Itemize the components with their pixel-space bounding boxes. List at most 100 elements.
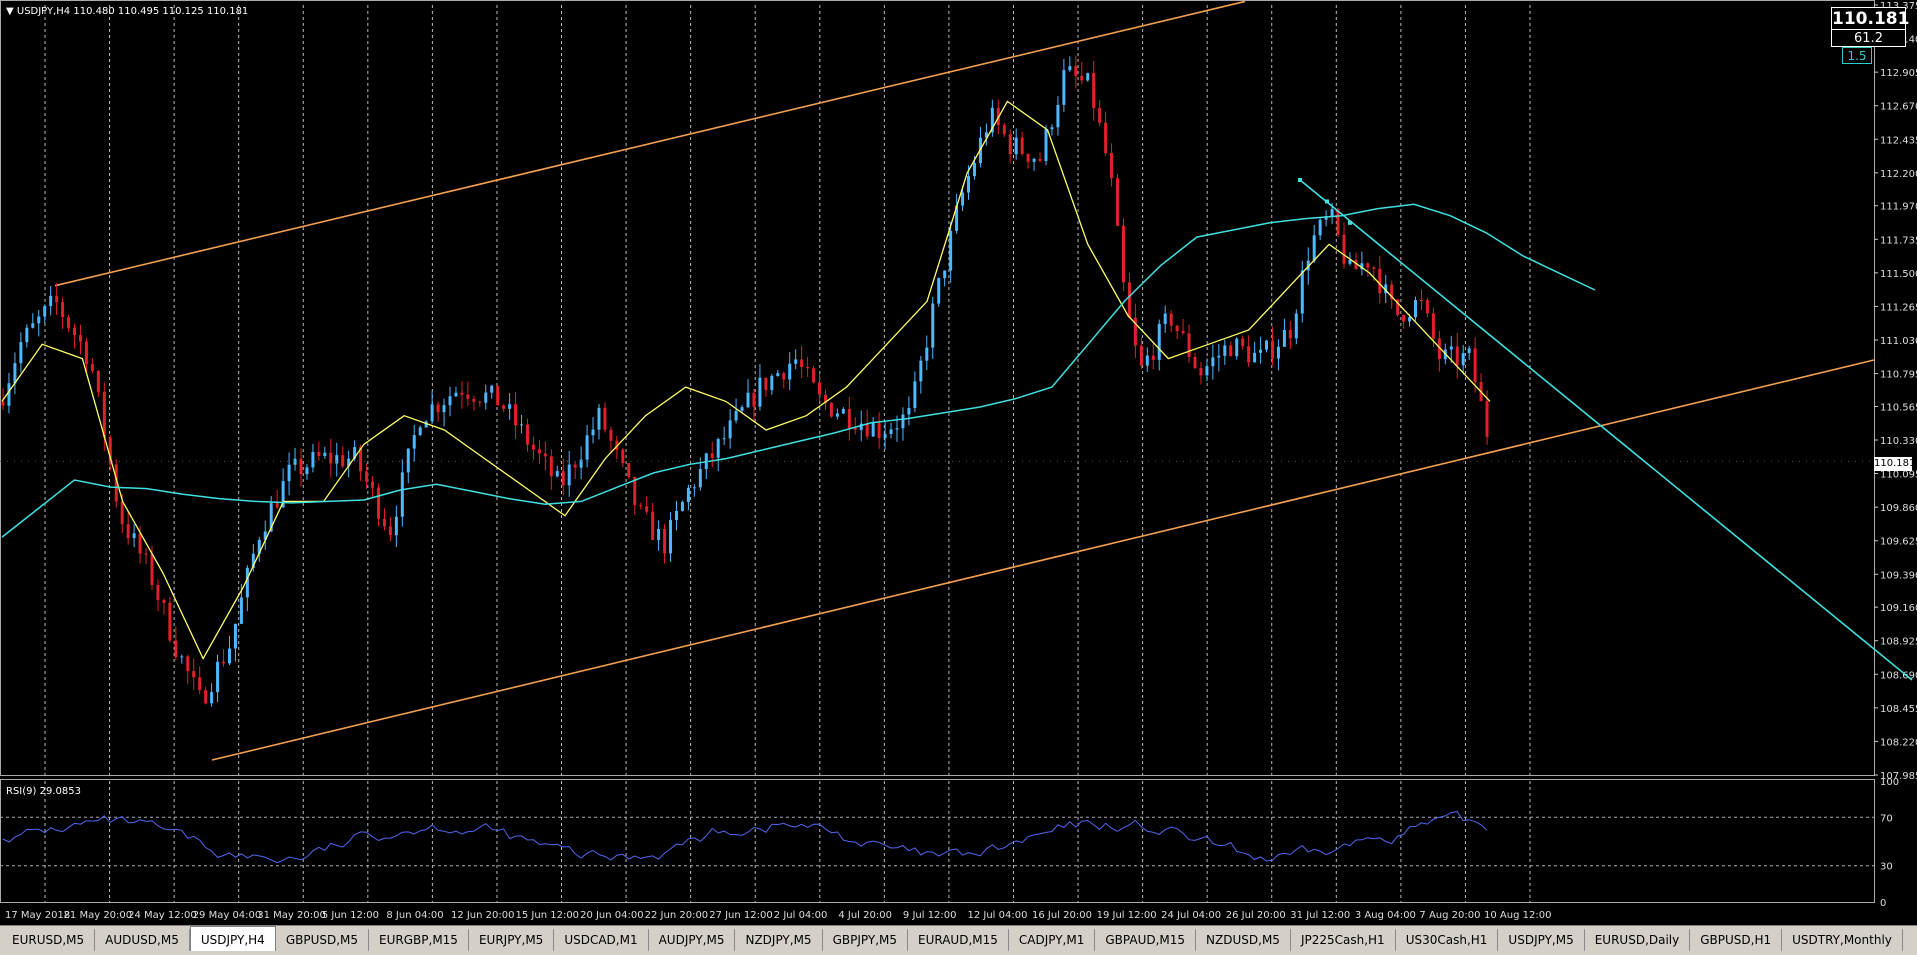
candle-body [818,382,822,395]
candle-body [549,456,553,477]
y-axis-label: 111.970 [1880,202,1917,213]
candle-body [770,375,774,391]
spread-box: 61.2 [1831,29,1906,47]
candle-body [567,464,571,486]
chart-tab[interactable]: AUDJPY,M5 [649,929,736,951]
candle-body [669,519,673,554]
candle-body [67,317,71,328]
candle-body [1431,313,1435,339]
symbol-info-text: ▼ USDJPY,H4 110.480 110.495 110.125 110.… [6,6,248,17]
candle-body [1241,338,1245,347]
candle-body [1217,355,1221,358]
candle-body [1360,263,1364,270]
chart-tab[interactable]: NZDJPY,M5 [735,929,823,951]
candle-body [812,368,816,383]
chart-tab[interactable]: EURGBP,M15 [369,929,469,951]
x-axis-label: 27 Jun 12:00 [709,910,773,921]
rsi-level-label: 30 [1880,862,1893,873]
candle-body [448,396,452,406]
x-axis-label: 3 Aug 04:00 [1355,910,1416,921]
candle-body [96,370,100,392]
chart-tab[interactable]: GBPUSD,H1 [1690,929,1783,951]
candle-body [430,404,434,422]
candle-body [1390,284,1394,300]
candle-body [25,327,29,343]
candle-body [1366,263,1370,268]
candle-body [347,458,351,467]
candle-body [716,439,720,458]
candle-body [1229,345,1233,357]
candle-body [1133,317,1137,346]
candle-body [871,423,875,437]
candle-body [1449,346,1453,350]
candle-body [210,692,214,704]
candle-body [949,230,953,271]
chart-tab[interactable]: JP225Cash,H1 [1291,929,1396,951]
candle-body [990,107,994,133]
candle-body [591,429,595,436]
chart-tab[interactable]: USDJPY,M5 [1498,929,1585,951]
candle-body [156,584,160,600]
main-plot-frame [0,0,1875,776]
candle-body [663,528,667,554]
candle-body [73,327,77,336]
candle-body [1342,234,1346,264]
candle-body [1,401,5,406]
chart-tab[interactable]: NZDUSD,M5 [1196,929,1291,951]
chart-tab-bar: EURUSD,M5 AUDUSD,M5 USDJPY,H4 GBPUSD,M5 EURG… [0,925,1917,955]
candle-body [967,176,971,193]
chart-tab[interactable]: EURAUD,M15 [908,929,1009,951]
candle-body [1294,313,1298,339]
candle-body [353,447,357,459]
candle-body [1104,122,1108,154]
candle-body [1068,66,1072,71]
descending-trendline [1299,179,1913,681]
candle-body [764,377,768,391]
candle-body [955,205,959,231]
chart-tab[interactable]: EURUSD,Daily [1585,929,1691,951]
candle-body [61,302,65,318]
candle-body [907,408,911,415]
candle-body [245,567,249,598]
chart-tab[interactable]: US30Cash,H1 [1396,929,1499,951]
candle-body [1247,346,1251,363]
chart-tab[interactable]: EURJPY,M5 [469,929,555,951]
chart-tab[interactable]: GBPUSD,M5 [276,929,370,951]
x-axis-label: 2 Jul 04:00 [774,910,828,921]
candle-body [835,413,839,417]
candle-body [376,487,380,519]
candle-body [1312,235,1316,261]
chart-tab[interactable]: GBPAUD,M15 [1095,929,1197,951]
candle-body [984,132,988,138]
candle-body [579,459,583,468]
x-axis-label: 31 May 20:00 [257,910,326,921]
current-price-box: 110.181 [1831,7,1910,30]
ma-slow-line [1,203,1596,538]
candle-body [1074,66,1078,76]
chart-tab[interactable]: USDTRY,Monthly [1782,929,1903,951]
candle-body [1110,153,1114,179]
candle-body [1235,338,1239,357]
candle-body [1437,338,1441,360]
chart-tab[interactable]: USDCAD,M1 [554,929,649,951]
chart-tab[interactable]: AUDUSD,M5 [95,929,190,951]
chart-tab[interactable]: USDJPY,H4 [189,926,276,951]
candle-body [1300,270,1304,314]
chart-tab[interactable]: EURUSD,M5 [2,929,96,951]
candle-body [490,385,494,393]
x-axis-label: 26 Jul 20:00 [1226,910,1286,921]
y-axis-label: 111.735 [1880,235,1917,246]
y-axis-label: 112.905 [1880,68,1917,79]
candle-body [1032,158,1036,162]
chart-tab[interactable]: CADJPY,M1 [1009,929,1096,951]
x-axis-label: 17 May 2018 [5,910,70,921]
y-axis-label: 109.860 [1880,503,1917,514]
rsi-level-label: 70 [1880,813,1893,824]
y-axis-label: 111.500 [1880,269,1917,280]
candle-body [883,434,887,438]
candle-body [365,471,369,482]
chart-tab[interactable]: GBPJPY,M5 [823,929,908,951]
candle-body [1092,73,1096,108]
